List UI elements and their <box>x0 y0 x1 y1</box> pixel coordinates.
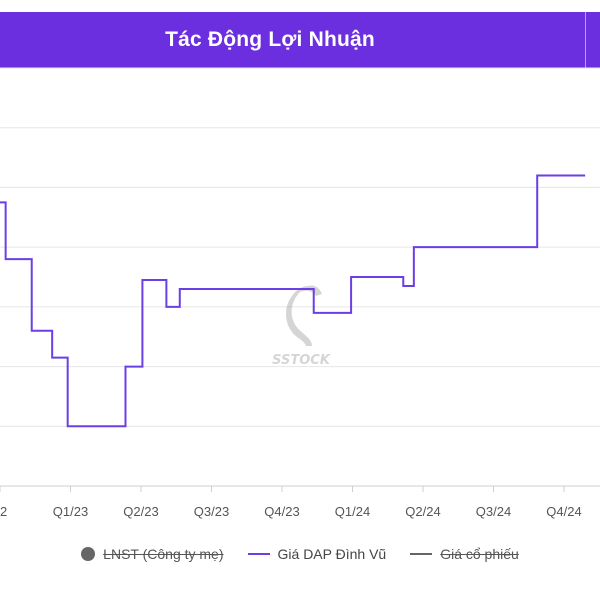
line-swatch-icon <box>247 553 270 555</box>
legend-item-lnst[interactable]: LNST (Công ty mẹ) <box>81 546 224 562</box>
watermark-logo <box>286 285 322 346</box>
x-axis-ticks: 22 Q1/23 Q2/23 Q3/23 Q4/23 Q1/24 Q2/24 Q3/24 Q4/… <box>0 486 582 519</box>
legend: LNST (Công ty mẹ) Giá DAP Đình Vũ Giá cổ… <box>0 540 600 568</box>
chart-title: Tác Động Lợi Nhuận <box>165 28 375 51</box>
legend-label: LNST (Công ty mẹ) <box>103 546 224 562</box>
legend-label: Giá DAP Đình Vũ <box>277 546 387 562</box>
series-layer <box>0 174 586 428</box>
watermark: SSTOCK <box>272 285 331 368</box>
legend-item-gia-dap[interactable]: Giá DAP Đình Vũ <box>247 546 387 562</box>
x-tick-label: Q1/24 <box>335 504 370 519</box>
watermark-text: SSTOCK <box>272 353 331 368</box>
x-tick-label: Q3/23 <box>194 504 229 519</box>
series-line-gia-dap <box>0 174 586 428</box>
x-tick-label: Q4/23 <box>264 504 299 519</box>
x-tick-label: Q3/24 <box>476 504 511 519</box>
x-tick-label: Q2/23 <box>123 504 158 519</box>
legend-label: Giá cổ phiếu <box>440 546 519 562</box>
grid-lines <box>0 67 600 487</box>
chart-header: Tác Động Lợi Nhuận <box>0 12 600 68</box>
legend-item-gia-co-phieu[interactable]: Giá cổ phiếu <box>410 546 519 562</box>
header-divider <box>585 12 586 68</box>
dot-icon <box>81 547 96 561</box>
line-swatch-icon <box>410 553 433 555</box>
x-tick-label: Q1/23 <box>53 504 88 519</box>
x-tick-label: Q4/24 <box>546 504 581 519</box>
x-tick-label: 22 <box>0 504 7 519</box>
x-tick-label: Q2/24 <box>405 504 440 519</box>
